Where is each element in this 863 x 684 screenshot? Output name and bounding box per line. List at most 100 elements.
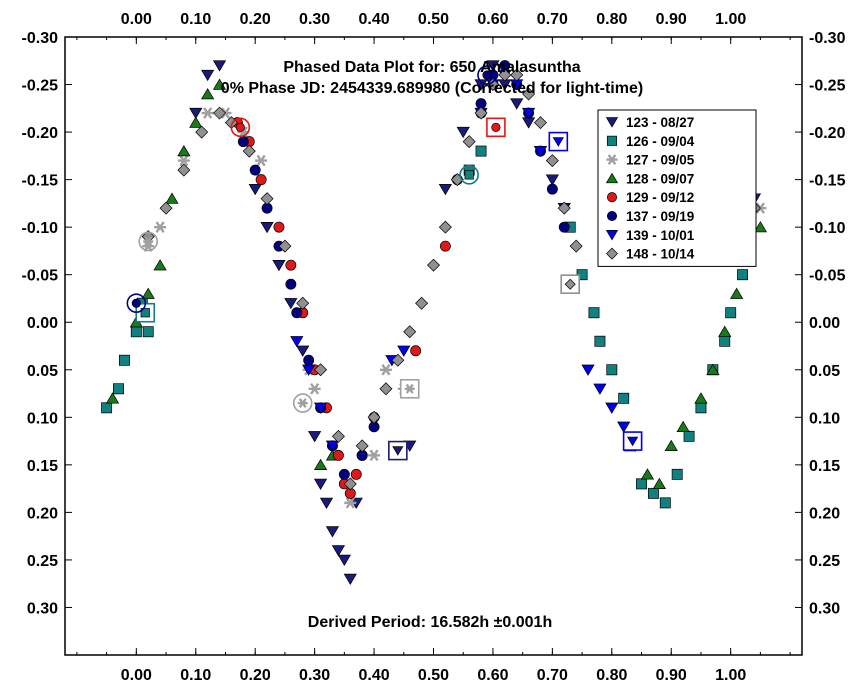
data-point [694,392,708,404]
data-point [272,260,286,272]
x-tick-label-top: 0.80 [596,11,627,28]
y-tick-label-right: 0.30 [809,600,840,617]
data-point [718,325,732,337]
data-point [533,116,547,130]
y-tick-label-left: -0.20 [22,125,59,142]
legend-marker [606,247,618,260]
highlight-circle [292,393,313,413]
axis-ticks: 0.00 0.00 0.10 0.10 0.20 0.20 0.30 0.30 0.40 0.40… [22,11,846,684]
data-point [510,98,524,110]
data-point [510,68,524,82]
highlighted-point [626,436,639,447]
derived-period: Derived Period: 16.582h ±0.001h [308,614,552,631]
data-point [201,107,214,119]
x-tick-label-bottom: 0.90 [656,667,687,684]
y-tick-label-left: -0.05 [22,268,59,285]
data-point [212,60,227,72]
data-point [285,278,297,290]
data-point [249,164,261,176]
data-point [285,259,297,271]
data-point [659,497,671,509]
data-point [101,402,113,414]
legend-marker [606,210,618,222]
data-point [368,449,381,462]
y-tick-label-left: 0.25 [27,553,58,570]
data-point [474,79,488,91]
chart-title: Phased Data Plot for: 650 Amalasuntha [283,59,580,76]
x-tick-label-top: 1.00 [715,11,746,28]
y-tick-label-left: -0.25 [22,78,59,95]
data-point [195,125,209,139]
data-point [273,221,285,233]
data-point [606,364,618,376]
highlighted-point [235,122,245,132]
y-tick-label-right: -0.30 [809,30,846,47]
data-point [278,239,292,253]
legend-marker [606,135,618,146]
data-point [303,354,315,366]
legend-marker [605,230,619,241]
data-point [676,420,690,432]
legend-label: 126 - 09/04 [626,134,695,149]
data-point [367,410,381,424]
data-point [737,269,749,281]
data-point [522,87,536,101]
x-tick-label-bottom: 0.60 [477,667,508,684]
highlighted-point [564,278,576,290]
highlighted-point [131,298,141,308]
data-point [213,106,227,120]
highlight-circle [126,293,147,314]
data-point [296,345,310,357]
data-point [695,402,707,414]
data-point [177,145,191,157]
data-point [189,116,203,128]
highlighted-point [297,398,308,408]
data-point [291,307,303,319]
x-tick-label-top: 0.20 [240,11,271,28]
legend-label: 123 - 08/27 [626,115,694,130]
data-point [242,144,256,158]
data-point [581,364,595,376]
legend-label: 128 - 09/07 [626,171,694,186]
y-tick-label-left: 0.05 [27,363,58,380]
data-point [314,363,328,377]
data-point [159,201,173,215]
legend: 123 - 08/27 126 - 09/04 127 - 09/05 128 - 0… [597,109,757,267]
data-point [379,363,392,376]
highlight-circle [459,165,479,185]
data-point [355,439,369,453]
data-point [255,174,267,186]
data-point [558,221,570,233]
y-tick-label-left: 0.15 [27,458,58,475]
y-tick-label-right: -0.20 [809,125,846,142]
data-point [338,468,350,480]
data-point [165,192,179,204]
legend-marker [606,192,618,203]
chart-subtitle: 0% Phase JD: 2454339.689980 (Corrected f… [221,80,643,97]
highlighted-point [404,383,415,394]
data-point [153,259,167,271]
data-point [255,154,268,167]
highlighted-point [552,137,564,147]
x-tick-label-top: 0.50 [418,11,449,28]
y-tick-label-right: 0.15 [809,458,840,475]
data-point [753,221,768,233]
legend-marker [605,117,619,128]
data-point [296,296,310,310]
data-point [475,145,487,157]
y-tick-label-left: 0.30 [27,600,58,617]
data-point [636,478,647,490]
data-point [462,135,476,149]
data-point [105,392,120,404]
highlighted-point [482,70,492,80]
data-point [617,421,631,433]
data-point [343,477,357,491]
x-tick-label-bottom: 1.00 [715,667,746,684]
data-point [248,183,262,196]
data-point [337,554,351,567]
data-point [594,335,606,347]
data-point [730,287,744,299]
y-tick-label-right: 0.10 [809,410,840,427]
legend-label: 129 - 09/12 [626,190,694,205]
highlight-circle [230,117,251,138]
